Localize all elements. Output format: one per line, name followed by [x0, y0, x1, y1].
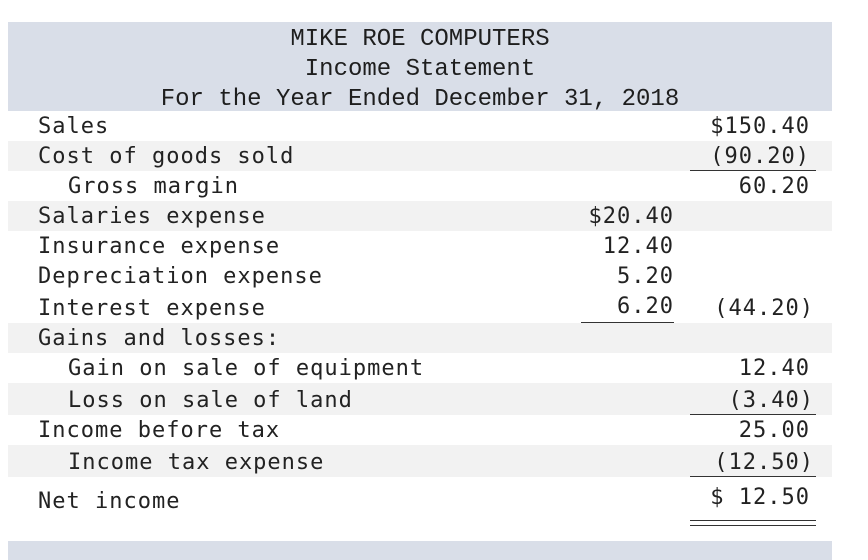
row-label: Gain on sale of equipment	[68, 356, 425, 381]
company-name: MIKE ROE COMPUTERS	[290, 26, 550, 53]
underline	[690, 476, 816, 477]
row-cost-of-goods-sold: Cost of goods sold (90.20)	[8, 141, 832, 171]
row-total: 60.20	[738, 174, 810, 199]
row-total: (3.40)	[728, 388, 814, 413]
row-total: (44.20)	[714, 296, 814, 321]
row-income-tax-expense: Income tax expense (12.50)	[8, 445, 832, 477]
underline	[690, 414, 816, 415]
double-underline	[690, 520, 816, 526]
row-loss-on-sale-of-land: Loss on sale of land (3.40)	[8, 383, 832, 415]
underline	[690, 170, 816, 171]
row-insurance-expense: Insurance expense 12.40	[8, 231, 832, 261]
row-total: $150.40	[710, 114, 810, 139]
row-total: (90.20)	[710, 144, 810, 169]
row-total: 12.40	[738, 356, 810, 381]
row-amount: 5.20	[617, 264, 674, 289]
row-label: Income tax expense	[68, 450, 325, 475]
row-sales: Sales $150.40	[8, 111, 832, 141]
row-label: Cost of goods sold	[38, 144, 295, 169]
row-label: Insurance expense	[38, 234, 281, 259]
statement-title: Income Statement	[304, 56, 536, 83]
row-depreciation-expense: Depreciation expense 5.20	[8, 261, 832, 291]
row-net-income: Net income $ 12.50	[8, 477, 832, 527]
row-label: Loss on sale of land	[68, 388, 353, 413]
row-amount: 12.40	[602, 234, 674, 259]
row-interest-expense: Interest expense 6.20 (44.20)	[8, 291, 832, 323]
statement-header: MIKE ROE COMPUTERS Income Statement For …	[8, 22, 832, 113]
row-label: Salaries expense	[38, 204, 266, 229]
row-label: Interest expense	[38, 296, 266, 321]
row-salaries-expense: Salaries expense $20.40	[8, 201, 832, 231]
row-total: $ 12.50	[710, 485, 810, 510]
row-label: Income before tax	[38, 418, 281, 443]
row-gross-margin: Gross margin 60.20	[8, 171, 832, 201]
footer-bar	[8, 541, 832, 560]
row-gain-on-sale-of-equipment: Gain on sale of equipment 12.40	[8, 353, 832, 383]
row-gains-and-losses: Gains and losses:	[8, 323, 832, 353]
income-statement: MIKE ROE COMPUTERS Income Statement For …	[8, 22, 832, 527]
row-total: 25.00	[738, 418, 810, 443]
row-label: Gains and losses:	[38, 326, 281, 351]
underline	[581, 322, 674, 323]
row-label: Net income	[38, 489, 181, 514]
row-label: Gross margin	[68, 174, 239, 199]
row-label: Sales	[38, 114, 110, 139]
statement-period: For the Year Ended December 31, 2018	[160, 86, 680, 113]
row-label: Depreciation expense	[38, 264, 323, 289]
row-income-before-tax: Income before tax 25.00	[8, 415, 832, 445]
row-total: (12.50)	[714, 450, 814, 475]
row-amount: $20.40	[588, 204, 674, 229]
row-amount: 6.20	[617, 294, 674, 319]
